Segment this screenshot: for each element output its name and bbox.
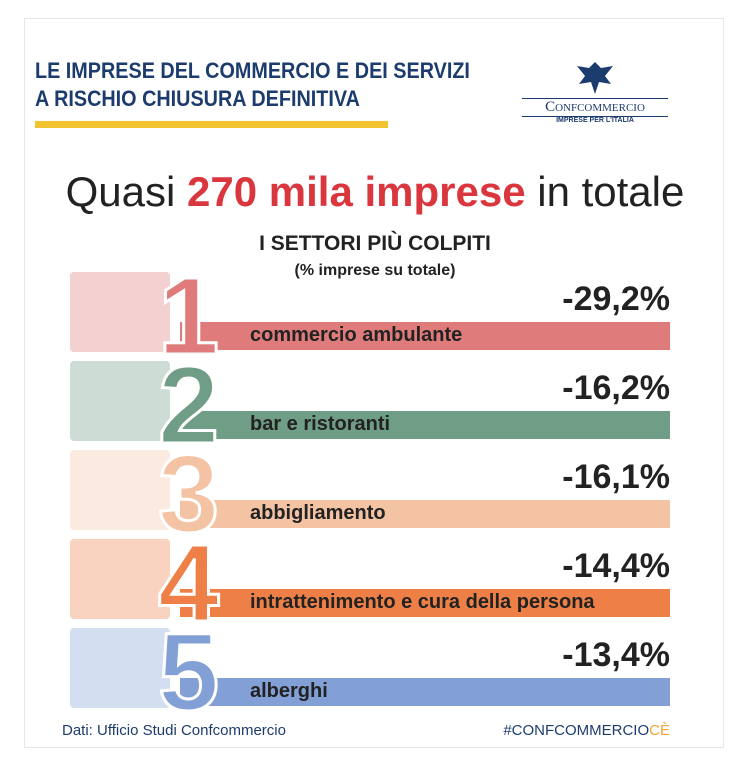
logo-tagline: IMPRESE PER L'ITALIA <box>556 117 634 124</box>
rank-number: 2 <box>156 344 220 467</box>
value-label: -14,4% <box>562 547 670 585</box>
bar <box>180 322 670 350</box>
value-label: -16,1% <box>562 458 670 496</box>
headline: Quasi 270 mila imprese in totale <box>0 168 750 216</box>
value-label: -29,2% <box>562 280 670 318</box>
bar <box>180 678 670 706</box>
hashtag-suffix: CÈ <box>649 722 670 739</box>
subtitle: I SETTORI PIÙ COLPITI <box>259 232 491 255</box>
icon <box>70 539 170 619</box>
sector-label: commercio ambulante <box>250 324 463 346</box>
logo-eagle <box>577 62 613 94</box>
icon <box>70 272 170 352</box>
value-label: -16,2% <box>562 369 670 407</box>
headline-text: Quasi <box>65 168 176 215</box>
icon <box>70 361 170 441</box>
headline-highlight: 270 mila imprese <box>187 168 526 215</box>
rank-number: 3 <box>156 433 220 556</box>
logo-name: Confcommercio <box>522 98 668 117</box>
frame <box>24 18 724 748</box>
title: LE IMPRESE DEL COMMERCIO E DEI SERVIZI <box>35 58 470 83</box>
note: (% imprese su totale) <box>294 262 456 279</box>
icon <box>70 450 170 530</box>
bar <box>180 500 670 528</box>
sector-label: bar e ristoranti <box>250 413 391 435</box>
icon <box>70 628 170 708</box>
source: Dati: Ufficio Studi Confcommercio <box>62 722 286 739</box>
bar <box>180 411 670 439</box>
hashtag: #CONFCOMMERCIOCÈ <box>503 722 670 739</box>
title: A RISCHIO CHIUSURA DEFINITIVA <box>35 86 360 111</box>
sector-label: intrattenimento e cura della persona <box>250 591 595 613</box>
rank-number: 1 <box>156 255 220 378</box>
value-label: -13,4% <box>562 636 670 674</box>
hashtag-text: #CONFCOMMERCIO <box>503 722 650 739</box>
bar <box>180 589 670 617</box>
sector-label: alberghi <box>250 680 328 702</box>
sector-label: abbigliamento <box>250 502 386 524</box>
headline-text: in totale <box>537 168 685 215</box>
underline <box>35 121 388 128</box>
rank-number: 4 <box>156 522 220 645</box>
rank-number: 5 <box>156 611 220 734</box>
